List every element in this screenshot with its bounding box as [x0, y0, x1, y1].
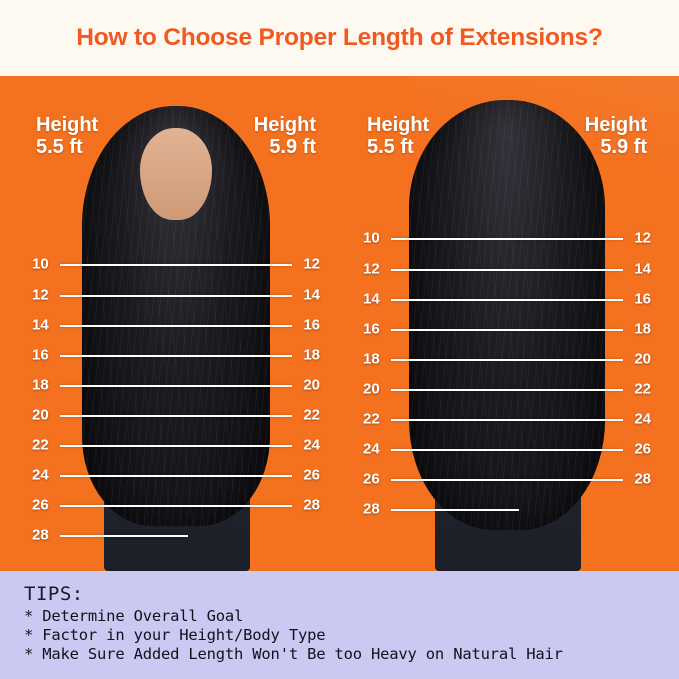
ruler-row: 20 22	[345, 382, 669, 397]
ruler-row: 26 28	[14, 498, 338, 513]
ruler-tick-left: 20	[363, 380, 380, 398]
ruler-tick-right: 22	[303, 406, 320, 424]
ruler-tick-left: 22	[363, 410, 380, 428]
ruler-tick-left: 20	[32, 406, 49, 424]
ruler-line	[60, 505, 292, 507]
model-photo-front	[42, 84, 310, 571]
ruler-tick-left: 16	[32, 346, 49, 364]
ruler-line	[391, 509, 519, 511]
ruler-tick-left: 26	[363, 470, 380, 488]
model-hair-back	[409, 100, 605, 530]
ruler-tick-right: 22	[634, 380, 651, 398]
tip-item: * Make Sure Added Length Won't Be too He…	[24, 645, 563, 663]
ruler-line	[391, 238, 623, 240]
hair-strand-texture	[409, 100, 605, 530]
ruler-row: 28	[14, 528, 338, 543]
ruler-row: 26 28	[345, 472, 669, 487]
ruler-tick-left: 22	[32, 436, 49, 454]
ruler-tick-left: 16	[363, 320, 380, 338]
tips-title: TIPS:	[24, 583, 84, 605]
ruler-tick-right: 24	[303, 436, 320, 454]
ruler-line	[391, 299, 623, 301]
header-banner: How to Choose Proper Length of Extension…	[0, 0, 679, 76]
ruler-tick-right: 18	[634, 320, 651, 338]
ruler-tick-right: 28	[634, 470, 651, 488]
ruler-line	[60, 535, 188, 537]
ruler-row: 18 20	[14, 378, 338, 393]
ruler-line	[60, 445, 292, 447]
ruler-tick-right: 20	[634, 350, 651, 368]
main-illustration-area: Height 5.5 ft Height 5.9 ft 10 12 12 14 …	[0, 76, 679, 571]
ruler-row: 24 26	[345, 442, 669, 457]
page-title: How to Choose Proper Length of Extension…	[76, 24, 603, 51]
ruler-line	[60, 295, 292, 297]
ruler-row: 12 14	[345, 262, 669, 277]
ruler-row: 16 18	[14, 348, 338, 363]
ruler-tick-right: 12	[634, 229, 651, 247]
height-label-left-back: Height 5.5 ft	[367, 114, 430, 159]
ruler-tick-right: 28	[303, 496, 320, 514]
ruler-tick-right: 16	[634, 290, 651, 308]
ruler-tick-left: 26	[32, 496, 49, 514]
ruler-line	[60, 264, 292, 266]
ruler-line	[391, 359, 623, 361]
ruler-row: 12 14	[14, 288, 338, 303]
ruler-line	[60, 475, 292, 477]
ruler-tick-left: 10	[32, 255, 49, 273]
ruler-tick-left: 12	[32, 286, 49, 304]
ruler-line	[60, 385, 292, 387]
ruler-line	[60, 415, 292, 417]
ruler-tick-left: 18	[363, 350, 380, 368]
model-face	[140, 128, 212, 220]
height-label-right-back: Height 5.9 ft	[584, 114, 647, 159]
ruler-row: 28	[345, 502, 669, 517]
ruler-tick-right: 12	[303, 255, 320, 273]
tip-item: * Factor in your Height/Body Type	[24, 626, 326, 644]
panel-front-view: Height 5.5 ft Height 5.9 ft 10 12 12 14 …	[14, 76, 338, 571]
ruler-row: 20 22	[14, 408, 338, 423]
ruler-line	[391, 479, 623, 481]
panel-back-view: Height 5.5 ft Height 5.9 ft 10 12 12 14 …	[345, 76, 669, 571]
ruler-tick-left: 28	[32, 526, 49, 544]
ruler-row: 10 12	[14, 257, 338, 272]
ruler-tick-right: 14	[303, 286, 320, 304]
ruler-tick-right: 18	[303, 346, 320, 364]
ruler-line	[391, 329, 623, 331]
ruler-line	[60, 325, 292, 327]
ruler-row: 24 26	[14, 468, 338, 483]
ruler-row: 18 20	[345, 352, 669, 367]
ruler-tick-left: 10	[363, 229, 380, 247]
height-label-left-front: Height 5.5 ft	[36, 114, 99, 159]
ruler-row: 16 18	[345, 322, 669, 337]
ruler-line	[391, 419, 623, 421]
ruler-row: 22 24	[345, 412, 669, 427]
ruler-row: 22 24	[14, 438, 338, 453]
ruler-tick-right: 16	[303, 316, 320, 334]
ruler-tick-right: 14	[634, 260, 651, 278]
ruler-tick-left: 24	[32, 466, 49, 484]
ruler-tick-left: 18	[32, 376, 49, 394]
ruler-tick-right: 26	[303, 466, 320, 484]
ruler-tick-right: 20	[303, 376, 320, 394]
ruler-tick-left: 12	[363, 260, 380, 278]
ruler-row: 14 16	[345, 292, 669, 307]
ruler-row: 10 12	[345, 231, 669, 246]
tip-item: * Determine Overall Goal	[24, 607, 244, 625]
tips-footer: TIPS: * Determine Overall Goal * Factor …	[0, 571, 679, 679]
ruler-line	[391, 269, 623, 271]
height-label-right-front: Height 5.9 ft	[253, 114, 316, 159]
ruler-row: 14 16	[14, 318, 338, 333]
ruler-tick-left: 14	[32, 316, 49, 334]
ruler-tick-right: 26	[634, 440, 651, 458]
ruler-line	[391, 389, 623, 391]
model-photo-back	[373, 84, 641, 571]
ruler-tick-right: 24	[634, 410, 651, 428]
ruler-tick-left: 24	[363, 440, 380, 458]
ruler-line	[60, 355, 292, 357]
ruler-line	[391, 449, 623, 451]
ruler-tick-left: 28	[363, 500, 380, 518]
ruler-tick-left: 14	[363, 290, 380, 308]
